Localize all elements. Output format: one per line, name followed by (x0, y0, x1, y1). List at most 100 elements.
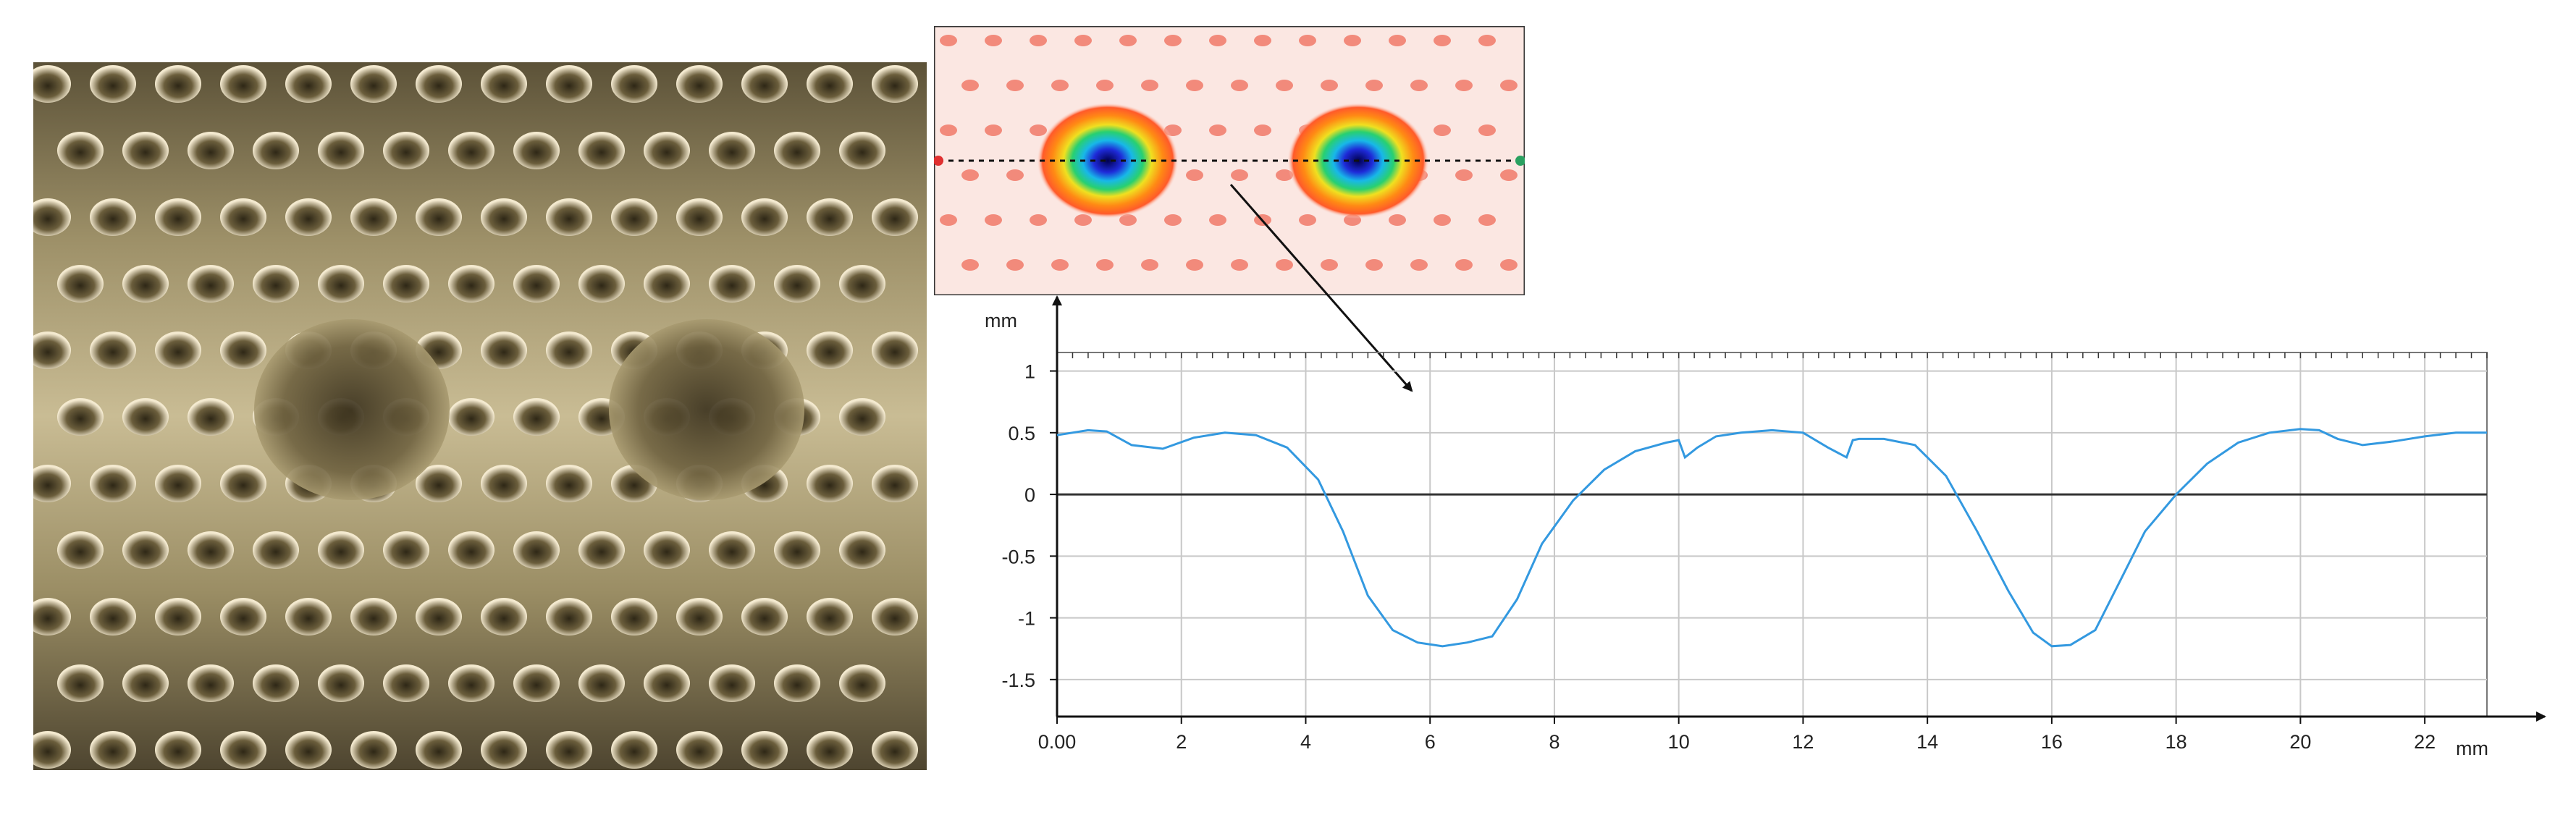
connector-arrow (1229, 184, 1413, 392)
photo-dimple (318, 664, 364, 702)
photo-dimple (839, 664, 885, 702)
photo-dimple (448, 398, 494, 436)
heatmap-spot (1478, 124, 1496, 136)
x-axis-tick-labels: 0.00 2 4 6 8 10 12 14 16 18 20 22 (1038, 731, 2436, 753)
photo-dimple (644, 531, 690, 569)
heatmap-spot (1389, 35, 1406, 46)
photo-dimple (448, 265, 494, 303)
chart-axes (1050, 295, 2546, 724)
photo-dimple (33, 198, 71, 236)
photo-dimple (676, 598, 723, 635)
photo-dimple (513, 531, 560, 569)
heatmap-spot (961, 80, 979, 91)
photo-dimple (57, 132, 104, 169)
photo-dimple (57, 265, 104, 303)
heatmap-spot (1119, 35, 1137, 46)
photo-dimple (155, 598, 201, 635)
photo-dimple (741, 598, 788, 635)
heatmap-crater-left (1037, 103, 1179, 219)
large-dimple-left (254, 319, 450, 500)
x-tick-label: 0.00 (1038, 731, 1077, 753)
photo-dimple (872, 65, 918, 103)
heatmap-spot (1186, 80, 1203, 91)
photo-dimple (253, 664, 299, 702)
photo-dimple (741, 65, 788, 103)
heatmap-spot (1006, 80, 1024, 91)
heatmap-spot (1006, 259, 1024, 271)
photo-dimple (285, 598, 332, 635)
heatmap-spot (1231, 169, 1248, 181)
photo-dimple (644, 265, 690, 303)
photo-dimple (578, 132, 625, 169)
photo-dimple (416, 598, 462, 635)
heatmap-spot (1434, 214, 1451, 226)
y-tick-label: 0 (1024, 484, 1035, 506)
photo-dimple (774, 132, 820, 169)
x-tick-label: 22 (2414, 731, 2436, 753)
x-tick-label: 12 (1792, 731, 1814, 753)
photo-dimple (807, 465, 853, 502)
photo-dimple (90, 198, 136, 236)
photo-dimple (546, 731, 592, 769)
photo-dimple (220, 332, 266, 369)
heatmap-spot (1074, 214, 1092, 226)
heatmap-spot (1455, 80, 1473, 91)
photo-dimple (33, 731, 71, 769)
photo-dimple (872, 198, 918, 236)
photo-dimple (611, 198, 657, 236)
photo-dimple (481, 198, 527, 236)
photo-dimple (253, 265, 299, 303)
photo-dimple (774, 664, 820, 702)
heatmap-spot (1051, 80, 1069, 91)
heatmap-spot (1119, 214, 1137, 226)
heatmap-spot (1299, 214, 1316, 226)
heatmap-spot (985, 124, 1002, 136)
x-tick-label: 14 (1916, 731, 1938, 753)
heatmap-spot (1141, 80, 1158, 91)
photo-dimple (122, 398, 169, 436)
x-tick-label: 16 (2041, 731, 2063, 753)
heatmap-spot (1434, 124, 1451, 136)
x-tick-label: 18 (2165, 731, 2187, 753)
photo-dimple (285, 731, 332, 769)
heatmap-spot (1455, 259, 1473, 271)
x-tick-label: 2 (1176, 731, 1187, 753)
photo-dimple (220, 198, 266, 236)
heatmap-spot (1254, 124, 1271, 136)
photo-dimple (188, 531, 234, 569)
photo-dimple (155, 198, 201, 236)
photo-dimple (709, 132, 755, 169)
photo-dimple (676, 65, 723, 103)
x-axis-unit: mm (2456, 738, 2488, 759)
photo-dimple (481, 332, 527, 369)
heatmap-spot (1500, 169, 1518, 181)
photo-dimple (741, 731, 788, 769)
heatmap-spot (1434, 35, 1451, 46)
photo-dimple (188, 398, 234, 436)
photo-dimple (481, 65, 527, 103)
photo-dimple (741, 198, 788, 236)
photo-dimple (807, 598, 853, 635)
heatmap-spot (940, 35, 957, 46)
y-tick-label: -0.5 (1001, 546, 1035, 567)
photo-dimple (350, 65, 397, 103)
heatmap-spot (1164, 214, 1182, 226)
heatmap-spot (1254, 35, 1271, 46)
photo-dimple (33, 465, 71, 502)
heatmap-spot (961, 259, 979, 271)
heatmap-spot (1410, 80, 1428, 91)
heatmap-spot (1096, 80, 1114, 91)
photo-dimple (122, 132, 169, 169)
heatmap-spot (1096, 259, 1114, 271)
heatmap-spot (1389, 214, 1406, 226)
photo-dimple (448, 664, 494, 702)
chart-grid (1057, 352, 2487, 717)
y-tick-label: 1 (1024, 361, 1035, 383)
heatmap-spot (1276, 259, 1293, 271)
photo-dimple (676, 731, 723, 769)
photo-dimple (611, 598, 657, 635)
photo-dimple (839, 398, 885, 436)
photo-dimple (481, 598, 527, 635)
photo-dimple (416, 198, 462, 236)
